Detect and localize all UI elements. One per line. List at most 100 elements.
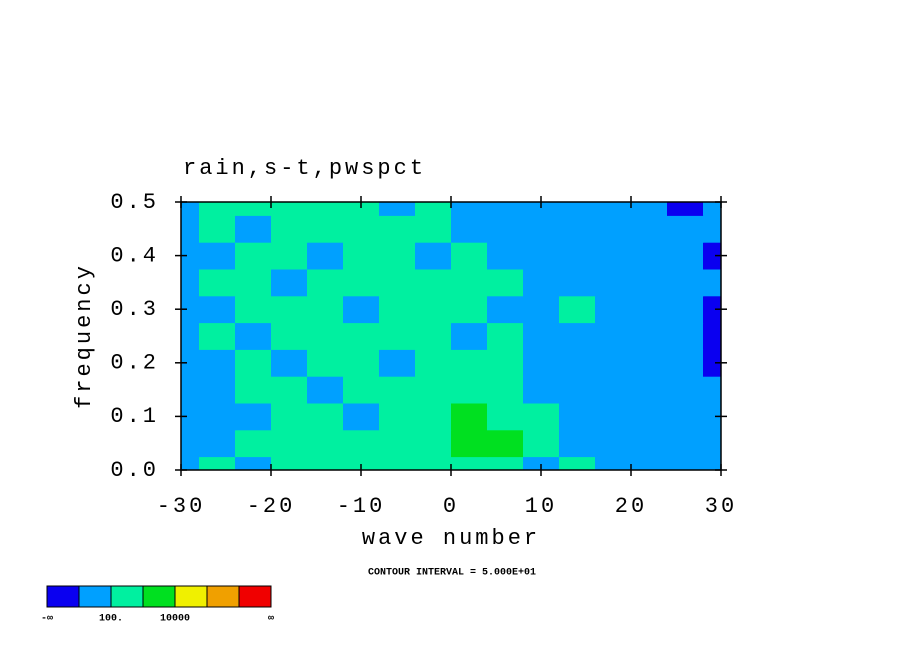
- contour-cell: [667, 202, 704, 216]
- contour-cell: [181, 295, 200, 324]
- contour-cell: [451, 376, 488, 404]
- contour-cell: [307, 269, 344, 297]
- contour-cell: [631, 403, 668, 431]
- contour-cell: [199, 429, 236, 458]
- chart-title: rain,s-t,pwspct: [183, 156, 426, 181]
- contour-cell: [343, 269, 380, 297]
- contour-cell: [523, 429, 560, 458]
- colorbar-label: -∞: [41, 614, 53, 625]
- contour-cell: [631, 456, 668, 470]
- contour-cell: [523, 202, 560, 216]
- contour-cell: [343, 215, 380, 243]
- contour-cell: [307, 322, 344, 350]
- contour-cell: [415, 429, 452, 458]
- contour-cell: [235, 295, 272, 324]
- contour-cell: [235, 429, 272, 458]
- colorbar-swatch: [174, 585, 208, 608]
- contour-cell: [235, 376, 272, 404]
- contour-cell: [271, 403, 308, 431]
- contour-cell: [559, 215, 596, 243]
- contour-cell: [487, 269, 524, 297]
- contour-cell: [343, 456, 380, 470]
- colorbar-swatch: [238, 585, 272, 608]
- contour-cell: [199, 269, 236, 297]
- contour-cell: [595, 269, 632, 297]
- contour-cell: [415, 242, 452, 270]
- contour-cell: [235, 202, 272, 216]
- contour-cell: [271, 295, 308, 324]
- contour-cell: [559, 456, 596, 470]
- contour-cell: [415, 322, 452, 350]
- contour-cell: [415, 403, 452, 431]
- contour-cell: [379, 322, 416, 350]
- x-tick-label: -20: [247, 494, 296, 519]
- contour-cell: [523, 242, 560, 270]
- contour-cell: [379, 429, 416, 458]
- colorbar-label: 10000: [160, 614, 190, 625]
- contour-cell: [235, 242, 272, 270]
- contour-cell: [559, 269, 596, 297]
- contour-cell: [523, 215, 560, 243]
- x-tick-label: 10: [525, 494, 557, 519]
- contour-cell: [235, 269, 272, 297]
- contour-cell: [559, 429, 596, 458]
- contour-cell: [343, 322, 380, 350]
- contour-cell: [703, 202, 721, 216]
- colorbar-label: ∞: [268, 614, 274, 625]
- contour-cell: [307, 295, 344, 324]
- contour-cell: [343, 429, 380, 458]
- contour-cell: [523, 269, 560, 297]
- y-tick-label: 0.4: [110, 243, 159, 268]
- contour-cell: [703, 429, 721, 458]
- contour-cell: [559, 376, 596, 404]
- y-tick-label: 0.2: [110, 351, 159, 376]
- contour-cell: [307, 456, 344, 470]
- x-tick-label: 20: [615, 494, 647, 519]
- contour-cell: [703, 215, 721, 243]
- contour-cell: [235, 349, 272, 377]
- contour-cell: [271, 242, 308, 270]
- contour-cell: [199, 202, 236, 216]
- contour-cell: [343, 349, 380, 377]
- contour-cell: [451, 242, 488, 270]
- contour-cell: [379, 376, 416, 404]
- contour-cell: [667, 376, 704, 404]
- contour-cell: [703, 295, 721, 324]
- contour-cell: [307, 202, 344, 216]
- contour-cell: [523, 403, 560, 431]
- colorbar-swatch: [110, 585, 144, 608]
- x-tick-label: -10: [337, 494, 386, 519]
- contour-cell: [487, 376, 524, 404]
- contour-cell: [451, 456, 488, 470]
- y-tick-label: 0.0: [110, 458, 159, 483]
- contour-cell: [667, 269, 704, 297]
- contour-cell: [559, 403, 596, 431]
- contour-cell: [487, 403, 524, 431]
- contour-cell: [199, 242, 236, 270]
- contour-cell: [703, 269, 721, 297]
- contour-cell: [199, 215, 236, 243]
- contour-cell: [379, 456, 416, 470]
- contour-cell: [631, 376, 668, 404]
- y-tick-label: 0.1: [110, 404, 159, 429]
- contour-cell: [307, 376, 344, 404]
- contour-cell: [307, 215, 344, 243]
- contour-cell: [703, 456, 721, 470]
- contour-cell: [559, 202, 596, 216]
- contour-cell: [487, 202, 524, 216]
- contour-cell: [595, 456, 632, 470]
- contour-cell: [703, 322, 721, 350]
- contour-cell: [631, 322, 668, 350]
- contour-cell: [523, 456, 560, 470]
- contour-cell: [595, 202, 632, 216]
- contour-cell: [523, 376, 560, 404]
- contour-cell: [595, 295, 632, 324]
- contour-cell: [415, 215, 452, 243]
- y-tick-label: 0.3: [110, 297, 159, 322]
- contour-cell: [379, 215, 416, 243]
- contour-cell: [451, 202, 488, 216]
- x-tick-label: -30: [157, 494, 206, 519]
- contour-cell: [199, 295, 236, 324]
- contour-cell: [667, 242, 704, 270]
